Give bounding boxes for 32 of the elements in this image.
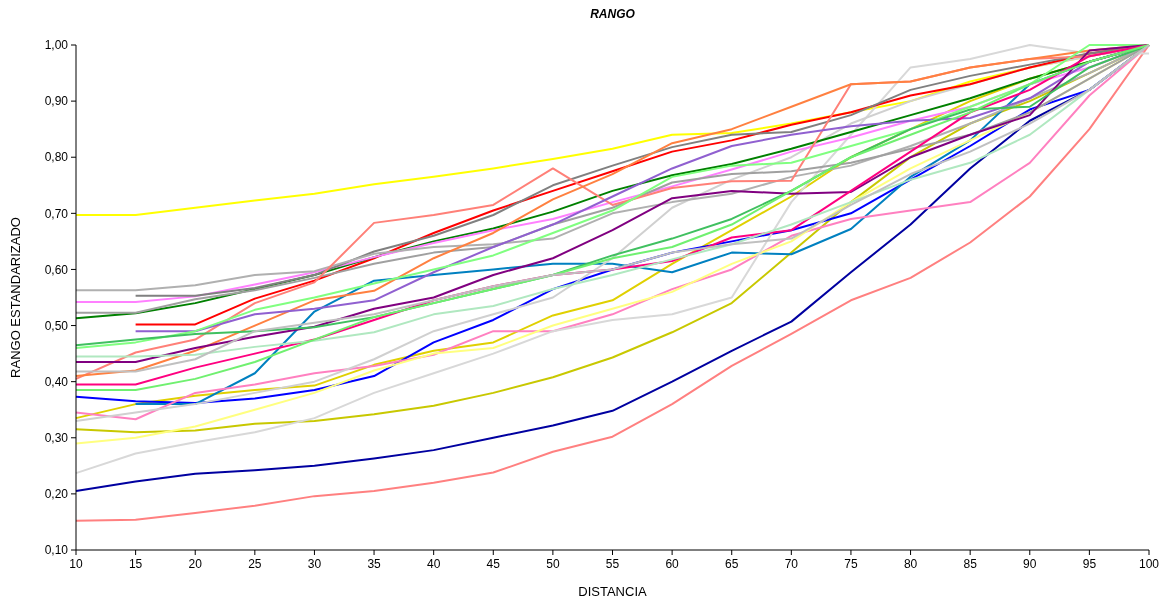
x-tick-label: 50 [546, 557, 560, 571]
x-tick-label: 75 [844, 557, 858, 571]
y-tick-label: 0,30 [44, 430, 69, 445]
x-tick-label: 70 [784, 557, 799, 571]
x-tick-label: 30 [307, 557, 322, 571]
x-axis-title: DISTANCIA [578, 584, 648, 599]
y-tick-label: 0,60 [44, 262, 69, 277]
x-tick-label: 25 [248, 557, 262, 571]
y-tick-label: 0,50 [44, 318, 69, 333]
x-tick-label: 45 [486, 557, 501, 571]
x-tick-label: 85 [963, 557, 978, 571]
x-tick-label: 90 [1023, 557, 1037, 571]
chart-title: RANGO [590, 7, 636, 21]
x-tick-label: 15 [128, 557, 143, 571]
y-tick-label: 0,10 [44, 543, 69, 558]
x-tick-label: 60 [665, 557, 680, 571]
x-tick-label: 95 [1082, 557, 1097, 571]
x-tick-label: 80 [903, 557, 918, 571]
x-tick-label: 10 [69, 557, 83, 571]
y-tick-label: 1,00 [44, 38, 69, 53]
x-tick-label: 55 [605, 557, 620, 571]
x-tick-label: 65 [725, 557, 739, 571]
y-tick-label: 0,20 [44, 487, 69, 502]
x-tick-label: 35 [367, 557, 382, 571]
y-axis-title: RANGO ESTANDARIZADO [8, 217, 23, 378]
x-tick-label: 40 [426, 557, 441, 571]
y-tick-label: 0,40 [44, 374, 69, 389]
y-tick-label: 0,70 [44, 206, 69, 221]
y-tick-label: 0,90 [44, 94, 69, 109]
x-tick-label: 20 [188, 557, 203, 571]
y-tick-label: 0,80 [44, 150, 69, 165]
x-tick-label: 100 [1138, 557, 1160, 571]
